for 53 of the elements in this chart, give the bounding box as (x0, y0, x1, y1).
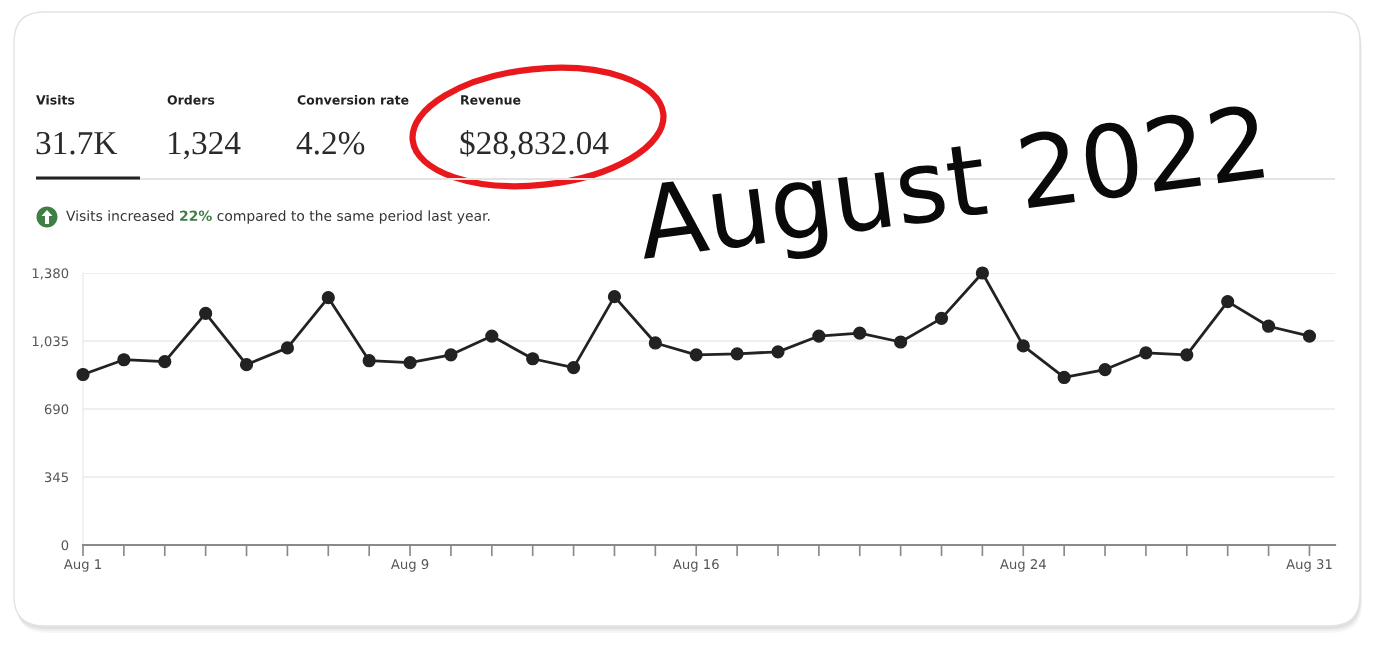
point (403, 356, 417, 370)
text: Visits (36, 94, 75, 105)
point (1016, 339, 1030, 353)
point (894, 335, 908, 349)
y-tick-label: 690 (44, 404, 69, 415)
text: Conversion rate (297, 94, 409, 105)
point (771, 345, 785, 359)
x-tick-label: Aug 9 (390, 559, 429, 572)
point (321, 291, 335, 305)
point (1180, 348, 1194, 362)
point (362, 354, 376, 368)
y-tick-label: 1,380 (32, 268, 69, 280)
point (1302, 329, 1317, 343)
x-tick-label: Aug 1 (63, 559, 101, 572)
x-tick-label: Aug 24 (1000, 559, 1046, 572)
point (1221, 294, 1235, 309)
point (239, 358, 254, 372)
point (975, 266, 989, 280)
point (934, 311, 949, 325)
point (444, 348, 458, 362)
text: compared to the same period last year. (217, 210, 490, 224)
point (1261, 319, 1276, 333)
y-tick-label: 1,035 (32, 336, 68, 348)
point (1098, 362, 1112, 377)
text: 22% (180, 210, 212, 222)
point (1139, 346, 1153, 360)
point (76, 367, 90, 382)
text: 4.2% (296, 131, 365, 155)
point (280, 341, 295, 355)
point (607, 290, 622, 304)
point (485, 329, 499, 343)
x-tick-label: Aug 16 (672, 559, 719, 572)
point (566, 361, 581, 375)
point (158, 355, 172, 369)
point (730, 347, 744, 361)
point (689, 348, 703, 362)
text: 1,324 (168, 131, 241, 160)
x-tick-label: Aug 31 (1286, 559, 1332, 572)
y-tick-label: 345 (44, 472, 68, 483)
text: Visits increased (66, 210, 174, 222)
y-tick-label: 0 (61, 540, 69, 551)
point (648, 336, 662, 350)
text: Revenue (461, 95, 521, 105)
point (1057, 370, 1071, 385)
point (812, 329, 826, 343)
point (199, 306, 213, 321)
text: $28,832.04 (460, 129, 609, 160)
text: 31.7K (36, 131, 118, 155)
point (853, 326, 867, 340)
point (526, 352, 540, 366)
text: Orders (167, 94, 215, 105)
point (117, 353, 131, 367)
chart-title: August 2022 (634, 103, 1267, 280)
